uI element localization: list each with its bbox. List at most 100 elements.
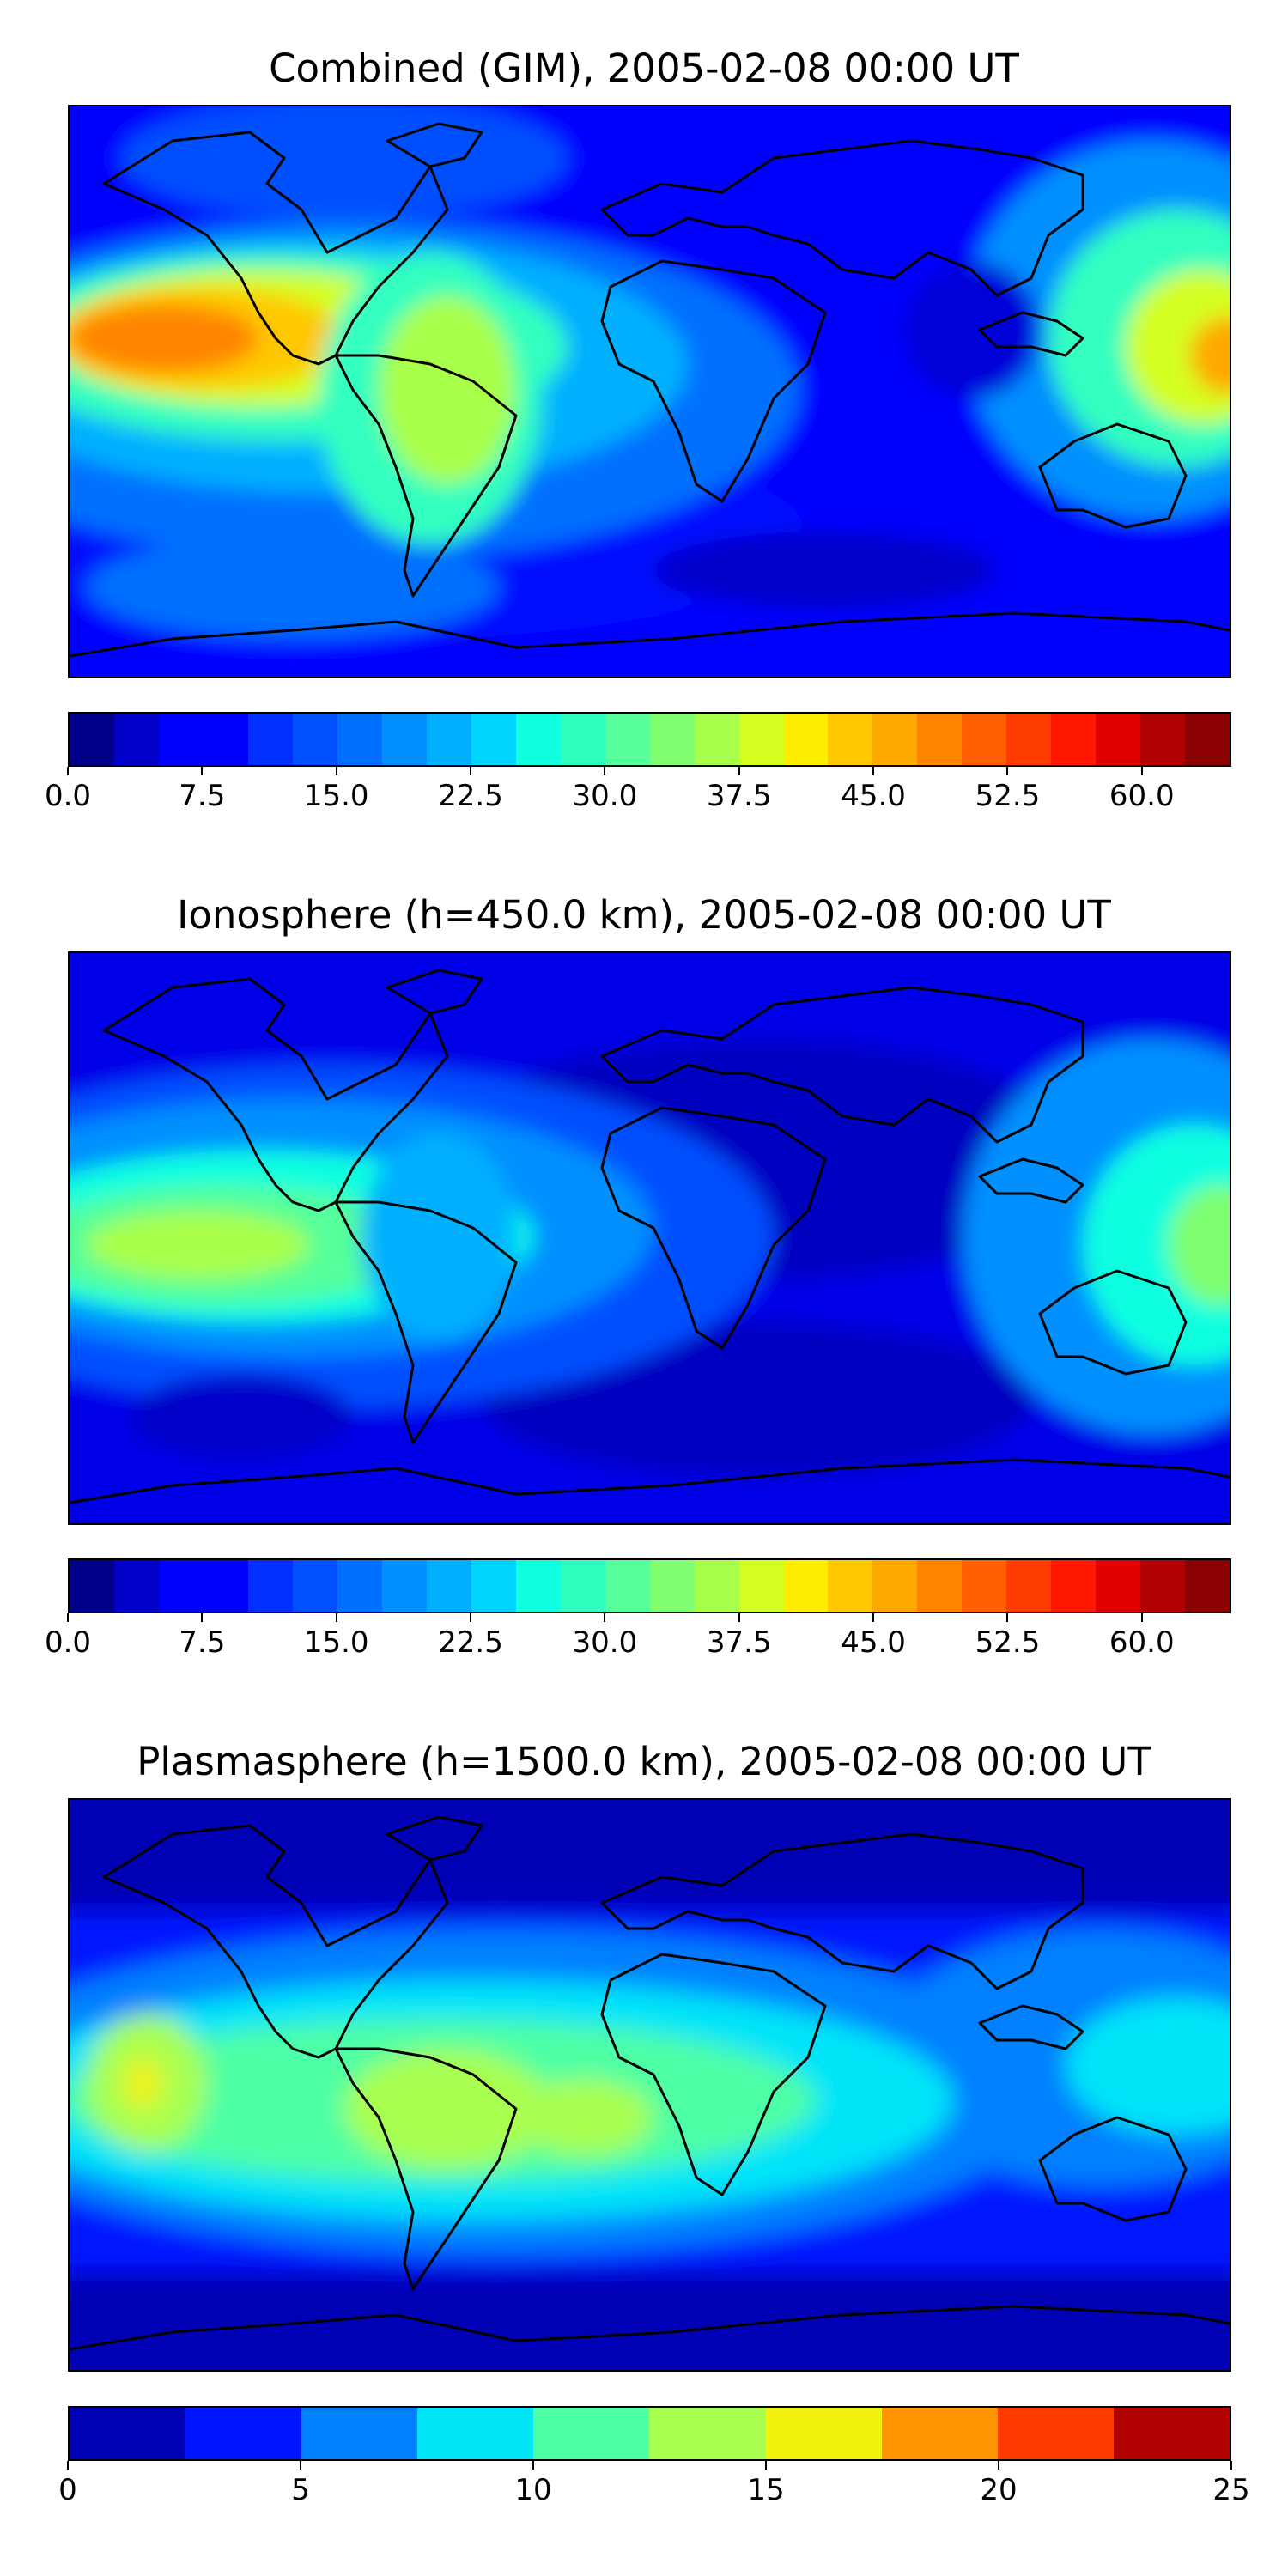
colorbar-tick-label: 22.5: [438, 1625, 503, 1660]
colorbar-segment: [872, 1560, 918, 1612]
colorbar-ticks-combined: 0.0 7.5 15.0 22.5 30.0 37.5 45.0 52.5 60.0: [45, 767, 1231, 813]
colorbar-segment: [1006, 1560, 1052, 1612]
colorbar-tick-label: 15.0: [303, 1625, 369, 1660]
colorbar-segment: [962, 1560, 1007, 1612]
colorbar-segment: [113, 1560, 159, 1612]
colorbar-segment: [1185, 1560, 1230, 1612]
colorbar-combined: [68, 712, 1231, 767]
tec-field-combined: [70, 106, 1230, 677]
colorbar-segment: [337, 1560, 382, 1612]
colorbar-segment: [70, 1560, 114, 1612]
colorbar-segment: [247, 714, 293, 765]
colorbar-segment: [917, 1560, 963, 1612]
colorbar-tick-label: 30.0: [572, 1625, 638, 1660]
colorbar-tick-label: 25: [1212, 2473, 1250, 2507]
colorbar-segment: [1051, 1560, 1097, 1612]
colorbar-segment: [337, 714, 382, 765]
colorbar-segment: [533, 2408, 650, 2459]
colorbar-tick-label: 45.0: [841, 1625, 906, 1660]
colorbar-segment: [783, 1560, 829, 1612]
colorbar-segment: [1140, 1560, 1186, 1612]
colorbar-segment: [605, 1560, 650, 1612]
colorbar-segment: [203, 714, 248, 765]
colorbar-tick-label: 60.0: [1109, 1625, 1175, 1660]
colorbar-segment: [783, 714, 829, 765]
colorbar-tick-label: 0: [58, 2473, 77, 2507]
colorbar-segment: [828, 714, 873, 765]
colorbar-segment: [694, 714, 739, 765]
colorbar-segment: [185, 2408, 302, 2459]
colorbar-segment: [417, 2408, 534, 2459]
colorbar-tick-label: 15.0: [303, 779, 369, 813]
coastlines: [70, 1815, 1230, 2351]
colorbar-segment: [828, 1560, 873, 1612]
colorbar-segment: [872, 714, 918, 765]
colorbar-tick-label: 7.5: [179, 779, 226, 813]
colorbar-segment: [560, 1560, 605, 1612]
panel-title-plasmasphere: Plasmasphere (h=1500.0 km), 2005-02-08 0…: [137, 1739, 1151, 1784]
colorbar-segment: [1185, 714, 1230, 765]
colorbar-segment: [70, 714, 114, 765]
colorbar-tick-label: 60.0: [1109, 779, 1175, 813]
colorbar-segment: [881, 2408, 998, 2459]
colorbar-segment: [1096, 714, 1141, 765]
colorbar-tick-label: 0.0: [44, 779, 92, 813]
colorbar-segment: [738, 714, 784, 765]
panel-title-ionosphere: Ionosphere (h=450.0 km), 2005-02-08 00:0…: [177, 892, 1111, 938]
colorbar-tick-label: 52.5: [975, 779, 1041, 813]
colorbar-tick-label: 37.5: [706, 1625, 772, 1660]
colorbar-tick-label: 37.5: [706, 779, 772, 813]
colorbar-segment: [203, 1560, 248, 1612]
colorbar-tick-label: 15: [747, 2473, 785, 2507]
colorbar-segment: [301, 2408, 418, 2459]
coastlines: [70, 969, 1230, 1504]
colorbar-segment: [471, 1560, 516, 1612]
colorbar-tick-label: 30.0: [572, 779, 638, 813]
tec-field-plasmasphere: [70, 1800, 1230, 2370]
colorbar-segment: [426, 714, 471, 765]
colorbar-segment: [1113, 2408, 1230, 2459]
colorbar-tick-label: 7.5: [179, 1625, 226, 1660]
colorbar-segment: [649, 714, 695, 765]
colorbar-segment: [997, 2408, 1114, 2459]
colorbar-segment: [247, 1560, 293, 1612]
colorbar-tick-label: 10: [514, 2473, 552, 2507]
colorbar-segment: [1096, 1560, 1141, 1612]
colorbar-tick-label: 20: [980, 2473, 1018, 2507]
colorbar-segment: [765, 2408, 882, 2459]
colorbar-segment: [381, 714, 427, 765]
colorbar-segment: [381, 1560, 427, 1612]
colorbar-ionosphere: [68, 1558, 1231, 1613]
colorbar-segment: [292, 1560, 337, 1612]
colorbar-segment: [1006, 714, 1052, 765]
colorbar-segment: [113, 714, 159, 765]
colorbar-segment: [471, 714, 516, 765]
map-combined: [68, 105, 1231, 678]
colorbar-segment: [917, 714, 963, 765]
colorbar-segment: [962, 714, 1007, 765]
colorbar-segment: [560, 714, 605, 765]
colorbar-segment: [1051, 714, 1097, 765]
coastlines: [70, 122, 1230, 658]
colorbar-plasmasphere: [68, 2406, 1231, 2461]
map-ionosphere: [68, 951, 1231, 1525]
colorbar-segment: [649, 2408, 766, 2459]
colorbar-segment: [515, 714, 561, 765]
colorbar-tick-label: 5: [291, 2473, 310, 2507]
colorbar-segment: [70, 2408, 186, 2459]
panel-title-combined: Combined (GIM), 2005-02-08 00:00 UT: [269, 46, 1019, 91]
colorbar-tick-label: 22.5: [438, 779, 503, 813]
colorbar-segment: [1140, 714, 1186, 765]
colorbar-tick-label: 45.0: [841, 779, 906, 813]
colorbar-segment: [694, 1560, 739, 1612]
colorbar-segment: [515, 1560, 561, 1612]
colorbar-tick-label: 52.5: [975, 1625, 1041, 1660]
colorbar-ticks-plasmasphere: 0 5 10 15 20 25: [58, 2461, 1250, 2507]
colorbar-tick-label: 0.0: [44, 1625, 92, 1660]
colorbar-segment: [292, 714, 337, 765]
colorbar-segment: [426, 1560, 471, 1612]
colorbar-segment: [649, 1560, 695, 1612]
colorbar-segment: [158, 1560, 204, 1612]
colorbar-segment: [738, 1560, 784, 1612]
colorbar-segment: [605, 714, 650, 765]
